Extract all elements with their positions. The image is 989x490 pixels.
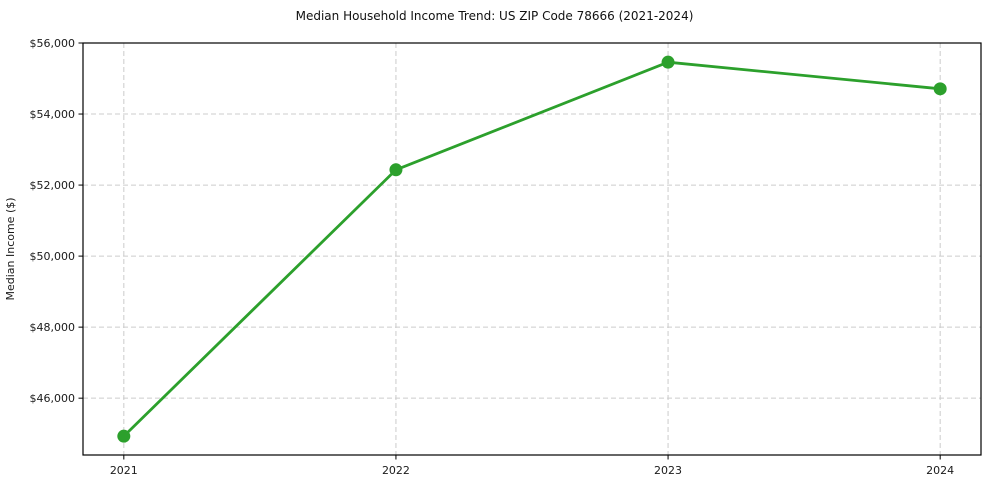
data-point-2024 [933, 82, 947, 96]
y-axis-tick-label: $52,000 [30, 179, 76, 192]
x-axis-tick-label: 2023 [654, 464, 682, 477]
y-axis-tick-label: $48,000 [30, 321, 76, 334]
x-axis-tick-label: 2021 [110, 464, 138, 477]
plot-border [82, 42, 982, 456]
y-axis-tick-label: $50,000 [30, 250, 76, 263]
y-axis-tick-label: $46,000 [30, 392, 76, 405]
data-point-2022 [389, 163, 403, 177]
x-axis-tick-label: 2022 [382, 464, 410, 477]
y-axis-label: Median Income ($) [4, 197, 17, 300]
data-point-2021 [117, 429, 131, 443]
trend-line [122, 60, 942, 438]
x-axis-tick-label: 2024 [926, 464, 954, 477]
y-axis-tick-label: $56,000 [30, 37, 76, 50]
chart-title: Median Household Income Trend: US ZIP Co… [295, 9, 694, 23]
data-point-2023 [661, 55, 675, 69]
y-axis-tick-label: $54,000 [30, 108, 76, 121]
